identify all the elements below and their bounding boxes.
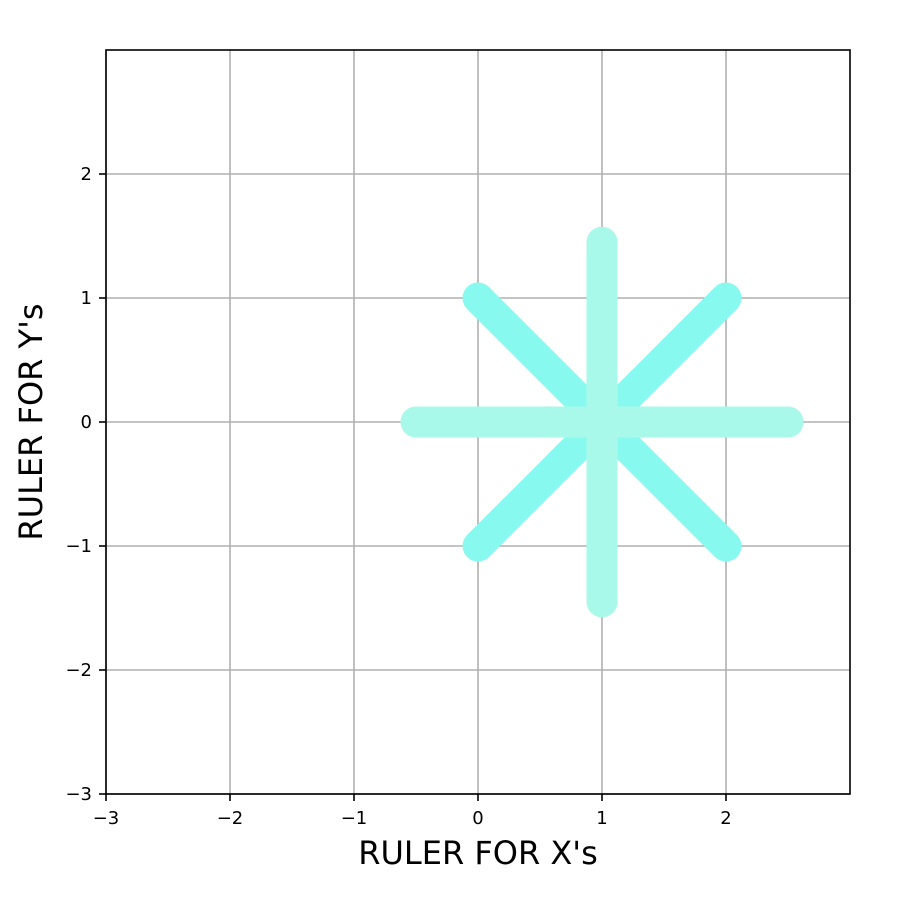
ticks: −3 −2 −1 0 1 2 −3 −2 −1 0 1 2 <box>65 164 731 829</box>
y-tick-label: −2 <box>65 660 92 681</box>
x-tick-label: −3 <box>93 808 120 829</box>
x-tick-label: 1 <box>596 808 607 829</box>
y-tick-label: 0 <box>81 412 92 433</box>
y-tick-label: −3 <box>65 784 92 805</box>
x-tick-label: −1 <box>341 808 368 829</box>
y-tick-label: 1 <box>81 288 92 309</box>
y-tick-label: −1 <box>65 536 92 557</box>
x-tick-label: −2 <box>217 808 244 829</box>
x-tick-label: 0 <box>472 808 483 829</box>
x-tick-label: 2 <box>720 808 731 829</box>
x-axis-label: RULER FOR X's <box>358 834 598 872</box>
series-group <box>400 226 804 618</box>
y-tick-label: 2 <box>81 164 92 185</box>
y-axis-label: RULER FOR Y's <box>12 303 50 540</box>
